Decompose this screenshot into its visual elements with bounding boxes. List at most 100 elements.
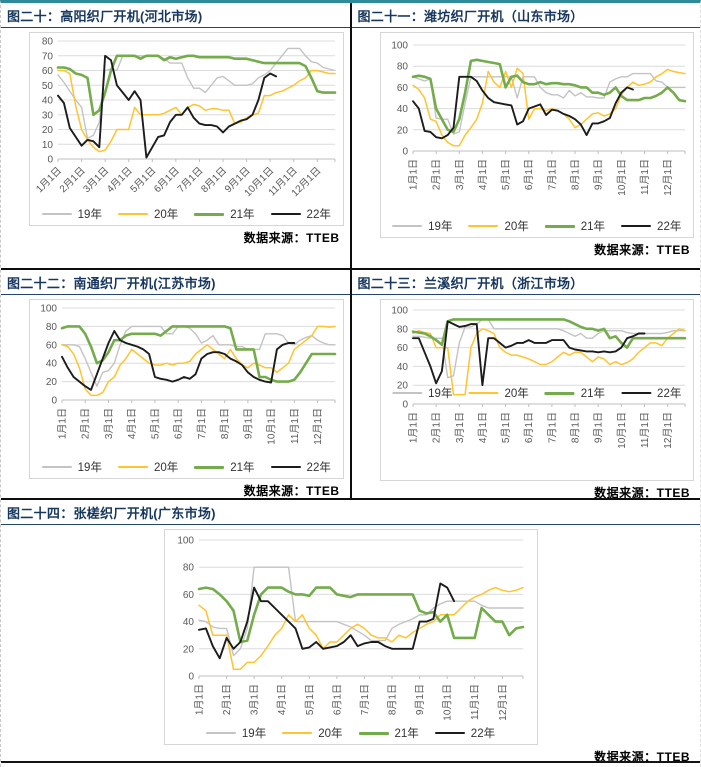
svg-text:9月1日: 9月1日 (592, 159, 604, 190)
svg-text:0: 0 (402, 400, 408, 411)
page-bottom-rule (1, 761, 700, 763)
legend-line-swatch (117, 213, 148, 215)
legend-line-swatch (544, 391, 575, 395)
row-divider (1, 268, 700, 270)
charts-row-2: 图二十二：南通织厂开机(江苏市场) 0 20 40 60 80 100 1月1日 2月1日 3月… (1, 270, 700, 498)
legend-label: 20年 (504, 388, 529, 400)
svg-text:20: 20 (396, 381, 408, 392)
legend-item: 20年 (117, 459, 179, 475)
svg-text:12月1日: 12月1日 (496, 684, 508, 721)
svg-text:2月1日: 2月1日 (430, 412, 442, 443)
svg-text:12月1日: 12月1日 (662, 412, 674, 449)
legend-label: 22年 (470, 728, 496, 740)
svg-text:4月1日: 4月1日 (476, 159, 488, 190)
svg-text:10月1日: 10月1日 (441, 684, 453, 721)
svg-text:50: 50 (42, 81, 54, 92)
svg-text:5月1日: 5月1日 (128, 165, 158, 195)
svg-text:8月1日: 8月1日 (199, 165, 229, 195)
svg-text:5月1日: 5月1日 (500, 412, 512, 443)
legend-line-swatch (270, 213, 301, 215)
svg-text:4月1日: 4月1日 (104, 165, 134, 195)
svg-text:1月1日: 1月1日 (193, 684, 205, 715)
svg-text:2月1日: 2月1日 (80, 408, 92, 439)
svg-text:60: 60 (42, 66, 54, 77)
chart-area-weifang: 0 20 40 60 80 100 1月1日 2月1日 3月1日 4月1日 5月1日 6月1日 7月1日… (379, 32, 694, 238)
svg-text:7月1日: 7月1日 (546, 412, 558, 443)
legend-label: 21年 (580, 221, 606, 233)
svg-text:2月1日: 2月1日 (221, 684, 233, 715)
legend-item: 22年 (434, 725, 496, 741)
svg-text:7月1日: 7月1日 (175, 165, 205, 195)
chart-cell-weifang: 图二十一：潍坊织厂开机（山东市场） 0 20 40 60 80 100 1月1日 2月1日 3月… (351, 3, 700, 268)
svg-text:0: 0 (402, 147, 408, 158)
svg-text:4月1日: 4月1日 (126, 408, 138, 439)
legend-line-swatch (205, 732, 236, 734)
legend-item: 20年 (468, 218, 529, 234)
svg-text:100: 100 (177, 536, 194, 547)
svg-text:20: 20 (182, 644, 194, 655)
legend-label: 20年 (153, 462, 179, 474)
charts-row-1: 图二十：高阳织厂开机(河北市场) 0 10 20 30 40 50 60 70 80 1月1日 2月… (1, 3, 700, 268)
svg-text:30: 30 (42, 110, 54, 121)
svg-text:20: 20 (46, 377, 58, 388)
svg-text:40: 40 (396, 362, 408, 373)
line-chart-nantong: 0 20 40 60 80 100 1月1日 2月1日 3月1日 4月1日 5月1日 6月1日 7月1日… (40, 304, 337, 445)
svg-text:40: 40 (46, 359, 58, 370)
chart-legend-weifang: 19年 20年 21年 22年 (381, 215, 694, 237)
svg-text:80: 80 (396, 324, 408, 335)
svg-text:0: 0 (188, 672, 194, 683)
legend-label: 19年 (77, 462, 102, 474)
legend-line-swatch (392, 225, 423, 227)
legend-label: 20年 (504, 221, 529, 233)
legend-item: 20年 (468, 385, 529, 401)
svg-text:20: 20 (396, 125, 408, 136)
legend-item: 19年 (41, 459, 102, 475)
svg-text:4月1日: 4月1日 (476, 412, 488, 443)
legend-item: 21年 (544, 218, 606, 234)
svg-text:8月1日: 8月1日 (569, 412, 581, 443)
legend-line-swatch (621, 392, 652, 394)
svg-text:1月1日: 1月1日 (57, 408, 69, 439)
legend-label: 21年 (580, 388, 606, 400)
legend-line-swatch (434, 732, 465, 734)
svg-text:0: 0 (47, 155, 53, 166)
chart-cell-zhangcha: 图二十四：张槎织厂开机(广东市场) 0 20 40 60 80 100 1月1日 2月1日 3月… (1, 500, 700, 762)
svg-text:40: 40 (182, 617, 194, 628)
svg-text:12月1日: 12月1日 (662, 159, 674, 196)
chart-legend-gaoyang: 19年 20年 21年 22年 (30, 203, 343, 225)
chart-cell-nantong: 图二十二：南通织厂开机(江苏市场) 0 20 40 60 80 100 1月1日 2月1日 3月… (1, 270, 350, 498)
legend-label: 22年 (306, 462, 331, 474)
chart-area-lanxi: 0 20 40 60 80 100 1月1日 2月1日 3月1日 4月1日 5月1日 6月1日 7月1日… (379, 299, 694, 481)
legend-item: 22年 (270, 206, 331, 222)
chart-area-gaoyang: 0 10 20 30 40 50 60 70 80 1月1日 2月1日 3月1日 4月1日 5月1日 6月1… (29, 32, 344, 226)
legend-line-swatch (358, 731, 389, 735)
svg-text:80: 80 (42, 37, 54, 48)
svg-text:8月1日: 8月1日 (219, 408, 231, 439)
data-source-label: 数据来源：TTEB (594, 750, 690, 762)
svg-text:9月1日: 9月1日 (414, 684, 426, 715)
data-source-label: 数据来源：TTEB (594, 243, 690, 257)
cell-divider-vertical (349, 3, 352, 268)
svg-text:3月1日: 3月1日 (81, 165, 111, 195)
legend-label: 19年 (77, 209, 102, 221)
legend-line-swatch (282, 732, 313, 734)
svg-text:7月1日: 7月1日 (358, 684, 370, 715)
line-chart-gaoyang: 0 10 20 30 40 50 60 70 80 1月1日2月1日3月1日4月1日5月1日6月1… (34, 37, 337, 199)
svg-text:10月1日: 10月1日 (615, 159, 627, 196)
svg-text:80: 80 (396, 62, 408, 73)
legend-line-swatch (194, 212, 225, 216)
svg-text:9月1日: 9月1日 (242, 408, 254, 439)
legend-item: 21年 (194, 459, 255, 475)
legend-line-swatch (41, 213, 72, 215)
svg-text:60: 60 (396, 83, 408, 94)
legend-label: 21年 (230, 462, 255, 474)
svg-text:1月1日: 1月1日 (407, 412, 419, 443)
svg-text:5月1日: 5月1日 (500, 159, 512, 190)
svg-text:6月1日: 6月1日 (151, 165, 181, 195)
legend-line-swatch (468, 225, 499, 227)
legend-line-swatch (544, 224, 575, 228)
legend-line-swatch (41, 466, 72, 468)
svg-text:3月1日: 3月1日 (453, 159, 465, 190)
chart-legend-nantong: 19年 20年 21年 22年 (30, 456, 343, 478)
